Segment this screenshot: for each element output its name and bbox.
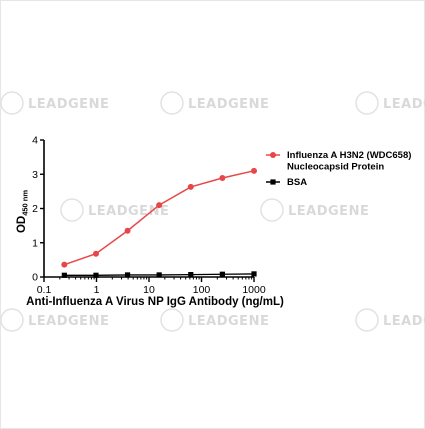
data-point bbox=[251, 271, 257, 277]
legend-marker-icon bbox=[270, 179, 276, 185]
legend: Influenza A H3N2 (WDC658)Nucleocapsid Pr… bbox=[266, 150, 411, 188]
watermark: LEADGENE bbox=[60, 198, 169, 222]
watermark: LEADGENE bbox=[260, 198, 369, 222]
watermark-text: LEADGENE bbox=[188, 314, 269, 329]
data-point bbox=[92, 250, 99, 257]
legend-marker-icon bbox=[270, 152, 276, 158]
y-tick-label: 0 bbox=[32, 272, 38, 284]
legend-label: Nucleocapsid Protein bbox=[287, 162, 384, 173]
data-point bbox=[219, 175, 226, 182]
y-tick-label: 3 bbox=[32, 169, 38, 181]
y-tick-label: 4 bbox=[32, 135, 38, 147]
legend-label: Influenza A H3N2 (WDC658) bbox=[287, 150, 411, 161]
watermark-text: LEADGENE bbox=[288, 204, 369, 219]
x-tick-label: 0.1 bbox=[37, 284, 52, 296]
watermark-text: LEADGENE bbox=[188, 97, 269, 112]
watermark-text: LEADGENE bbox=[28, 97, 109, 112]
watermark-logo-icon bbox=[60, 198, 84, 222]
watermark-text: LEADGENE bbox=[383, 97, 425, 112]
watermark-logo-icon bbox=[160, 308, 184, 332]
legend-label: BSA bbox=[287, 177, 307, 188]
data-point bbox=[187, 183, 194, 190]
x-tick-label: 1 bbox=[94, 284, 100, 296]
legend-item: BSA bbox=[266, 177, 307, 188]
series-layer bbox=[61, 167, 257, 278]
watermark-logo-icon bbox=[0, 91, 24, 115]
y-tick-label: 1 bbox=[32, 237, 38, 249]
data-point bbox=[124, 272, 131, 278]
data-point bbox=[156, 202, 163, 209]
data-point bbox=[188, 272, 194, 278]
watermark-logo-icon bbox=[0, 308, 24, 332]
watermark: LEADGENE bbox=[355, 308, 425, 332]
watermark: LEADGENE bbox=[0, 308, 109, 332]
watermark: LEADGENE bbox=[160, 308, 269, 332]
y-tick-label: 2 bbox=[32, 203, 38, 215]
data-point bbox=[251, 167, 257, 174]
watermark-logo-icon bbox=[260, 198, 284, 222]
watermark-logo-icon bbox=[355, 91, 379, 115]
y-ticks: 0 1 2 3 4 bbox=[32, 135, 44, 284]
y-axis-title: OD450 nm bbox=[16, 190, 30, 233]
watermark-logo-icon bbox=[355, 308, 379, 332]
x-axis-title: Anti-Influenza A Virus NP IgG Antibody (… bbox=[26, 296, 284, 308]
watermark-text: LEADGENE bbox=[88, 204, 169, 219]
data-point bbox=[124, 227, 131, 234]
watermark-text: LEADGENE bbox=[383, 314, 425, 329]
x-tick-label: 10 bbox=[143, 284, 155, 296]
data-point bbox=[93, 272, 99, 278]
watermark-layer: LEADGENE LEADGENE LEADGENE LEADGENE LEADGENE… bbox=[0, 91, 425, 332]
x-ticks: 0.1 1 10 100 1000 bbox=[37, 277, 266, 296]
x-tick-label: 100 bbox=[193, 284, 211, 296]
watermark: LEADGENE bbox=[160, 91, 269, 115]
data-point bbox=[61, 261, 68, 268]
data-point bbox=[219, 271, 225, 277]
watermark: LEADGENE bbox=[0, 91, 109, 115]
watermark-logo-icon bbox=[160, 91, 184, 115]
data-point bbox=[61, 272, 67, 278]
watermark-text: LEADGENE bbox=[28, 314, 109, 329]
y-axis-title-main: OD bbox=[16, 216, 28, 233]
watermark: LEADGENE bbox=[355, 91, 425, 115]
y-axis-title-sub: 450 nm bbox=[21, 190, 30, 216]
data-point bbox=[156, 272, 162, 278]
x-tick-label: 1000 bbox=[242, 284, 266, 296]
legend-item: Influenza A H3N2 (WDC658)Nucleocapsid Pr… bbox=[266, 150, 411, 173]
